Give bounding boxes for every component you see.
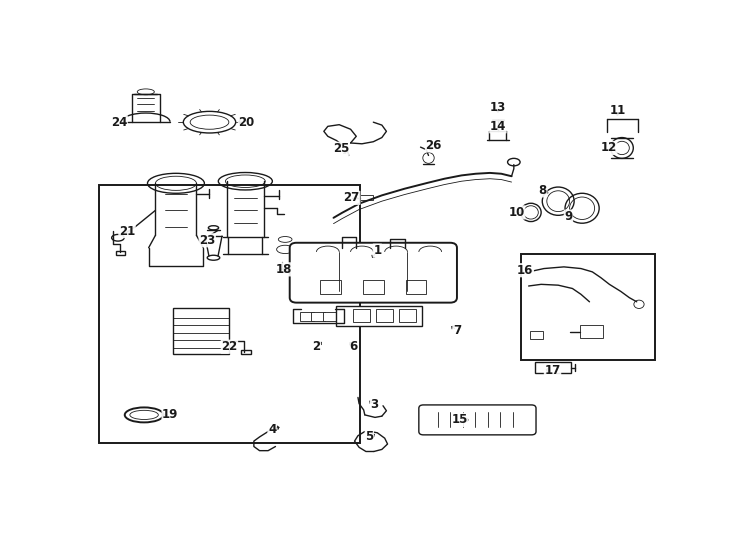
Text: 3: 3 <box>371 398 379 411</box>
Text: 8: 8 <box>539 184 547 197</box>
Text: 9: 9 <box>564 210 573 223</box>
Text: 2: 2 <box>313 340 321 353</box>
FancyBboxPatch shape <box>241 349 251 354</box>
Text: 24: 24 <box>111 116 127 129</box>
FancyBboxPatch shape <box>116 251 126 255</box>
Text: 19: 19 <box>162 408 178 421</box>
Text: 5: 5 <box>366 430 374 443</box>
Text: 21: 21 <box>119 225 135 238</box>
FancyBboxPatch shape <box>321 280 341 294</box>
Text: 25: 25 <box>333 143 349 156</box>
Text: 11: 11 <box>609 104 625 117</box>
FancyBboxPatch shape <box>354 309 371 322</box>
Text: 27: 27 <box>344 191 360 204</box>
Text: 10: 10 <box>509 206 525 219</box>
FancyBboxPatch shape <box>363 280 384 294</box>
Text: 22: 22 <box>221 340 238 353</box>
Text: 18: 18 <box>275 263 291 276</box>
Text: 20: 20 <box>239 116 255 129</box>
Text: 14: 14 <box>490 120 506 133</box>
Text: 4: 4 <box>268 422 276 436</box>
FancyBboxPatch shape <box>535 362 571 373</box>
FancyBboxPatch shape <box>376 309 393 322</box>
Text: 17: 17 <box>545 364 561 377</box>
FancyBboxPatch shape <box>172 308 230 354</box>
Text: 26: 26 <box>426 139 442 152</box>
Text: 12: 12 <box>600 141 617 154</box>
FancyBboxPatch shape <box>311 312 325 321</box>
FancyBboxPatch shape <box>336 306 421 326</box>
FancyBboxPatch shape <box>530 331 543 339</box>
FancyBboxPatch shape <box>521 254 655 360</box>
FancyBboxPatch shape <box>580 325 603 339</box>
FancyBboxPatch shape <box>323 312 336 321</box>
Text: 16: 16 <box>517 264 534 276</box>
Text: 23: 23 <box>199 234 215 247</box>
FancyBboxPatch shape <box>406 280 426 294</box>
Text: 13: 13 <box>490 101 506 114</box>
Text: 6: 6 <box>349 340 357 353</box>
Text: 1: 1 <box>374 244 382 257</box>
FancyBboxPatch shape <box>419 405 536 435</box>
FancyBboxPatch shape <box>360 195 373 200</box>
FancyBboxPatch shape <box>98 185 360 443</box>
FancyBboxPatch shape <box>399 309 416 322</box>
Text: 15: 15 <box>451 414 468 427</box>
FancyBboxPatch shape <box>300 312 313 321</box>
FancyBboxPatch shape <box>290 243 457 302</box>
Text: 7: 7 <box>453 323 461 336</box>
